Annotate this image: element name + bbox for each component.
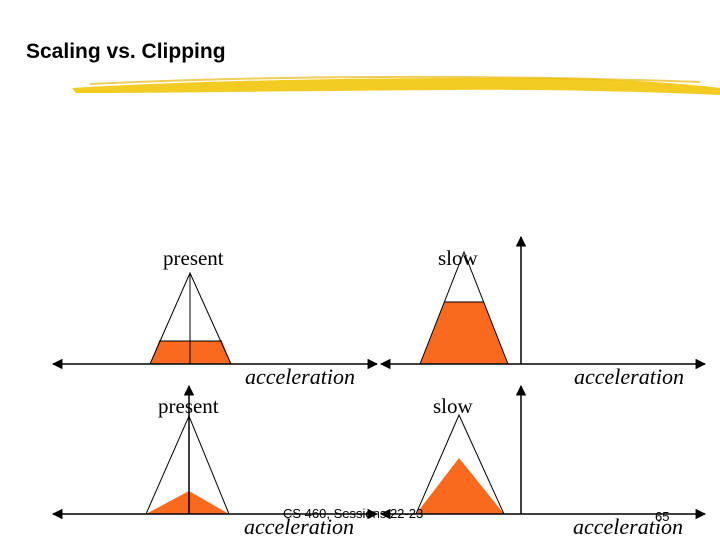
axis-label-acceleration: acceleration <box>574 364 684 389</box>
axis-label-acceleration: acceleration <box>245 364 355 389</box>
set-label-slow: slow <box>438 246 479 270</box>
set-label-present: present <box>163 246 224 270</box>
panel-present-clipping: present acceleration <box>51 246 379 389</box>
clipped-area-fill <box>420 302 508 364</box>
scaled-area-fill <box>416 458 504 514</box>
membership-triangle <box>419 250 509 365</box>
footer-text: CS 460, Sessions 22-23 <box>283 506 423 521</box>
page-number: 65 <box>655 509 669 524</box>
title-underline <box>72 75 720 95</box>
set-label-slow: slow <box>433 394 474 418</box>
scaled-area-fill <box>146 491 229 514</box>
panel-slow-scaling: slow acceleration <box>379 384 707 539</box>
membership-triangle <box>415 413 505 515</box>
slide-title: Scaling vs. Clipping <box>26 40 226 63</box>
axis-label-acceleration: acceleration <box>573 514 683 539</box>
set-label-present: present <box>158 394 219 418</box>
panel-slow-clipping: slow acceleration <box>379 235 707 389</box>
panel-present-scaling: present acceleration <box>51 384 379 539</box>
axis-label-acceleration: acceleration <box>244 514 354 539</box>
